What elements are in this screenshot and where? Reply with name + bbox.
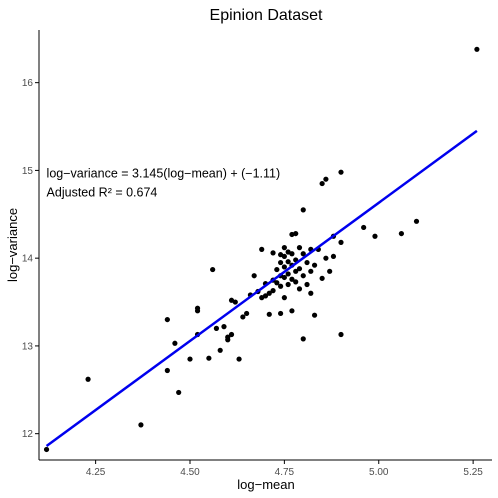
- data-point: [236, 356, 242, 362]
- data-point: [285, 259, 291, 265]
- x-tick-label: 5.25: [463, 467, 483, 478]
- data-point: [278, 259, 284, 266]
- data-point: [300, 251, 306, 257]
- data-point: [304, 259, 310, 266]
- data-point: [296, 286, 303, 292]
- regression-line: [45, 129, 478, 447]
- data-point: [300, 336, 306, 342]
- axes: 4.25 4.50 4.75 5.00 5.25 12 13 14 15 16: [22, 30, 492, 478]
- regression-equation-label: log−variance = 3.145(log−mean) + (−1.11): [47, 166, 281, 180]
- data-point: [266, 311, 272, 317]
- data-point: [398, 230, 404, 237]
- y-axis-label: log−variance: [5, 208, 20, 282]
- data-point: [413, 218, 420, 224]
- data-point: [293, 268, 299, 274]
- y-ticks: 12 13 14 15 16: [22, 78, 39, 440]
- data-point: [300, 207, 306, 213]
- data-point: [308, 268, 314, 274]
- data-point: [289, 251, 295, 257]
- data-point: [338, 239, 344, 245]
- data-point: [278, 310, 284, 317]
- data-point: [293, 230, 299, 237]
- y-tick-label: 12: [22, 429, 34, 440]
- data-point: [176, 389, 182, 396]
- data-point: [210, 266, 216, 273]
- data-point: [338, 169, 344, 175]
- data-point: [262, 293, 269, 299]
- data-point: [281, 253, 287, 260]
- data-point: [281, 274, 287, 281]
- data-point: [213, 325, 220, 331]
- data-point: [296, 245, 303, 251]
- x-tick-label: 5.00: [369, 467, 389, 478]
- data-point: [217, 347, 223, 353]
- data-point: [138, 422, 144, 428]
- data-point: [338, 331, 344, 338]
- data-point: [228, 331, 235, 338]
- data-point: [266, 290, 272, 296]
- data-point: [194, 308, 201, 314]
- data-point: [285, 271, 291, 277]
- data-point: [274, 280, 280, 286]
- data-point: [311, 312, 318, 318]
- data-point: [372, 233, 378, 239]
- data-point: [221, 324, 227, 330]
- data-point: [278, 283, 284, 289]
- y-tick-label: 16: [22, 78, 34, 89]
- data-point: [319, 180, 325, 187]
- data-point: [474, 46, 480, 52]
- chart-title: Epinion Dataset: [210, 7, 324, 24]
- data-point: [251, 273, 257, 279]
- data-point: [164, 367, 170, 374]
- data-point: [240, 314, 246, 320]
- data-point: [311, 262, 318, 268]
- data-point: [259, 246, 265, 252]
- x-tick-label: 4.75: [275, 467, 295, 478]
- data-point: [244, 310, 250, 317]
- data-point: [289, 276, 295, 282]
- data-point: [293, 279, 299, 285]
- adjusted-r2-label: Adjusted R² = 0.674: [47, 186, 158, 200]
- data-point: [285, 281, 291, 288]
- x-axis-label: log−mean: [237, 477, 294, 492]
- data-point: [225, 337, 231, 343]
- data-point: [330, 253, 337, 260]
- data-point: [304, 281, 310, 288]
- data-point: [300, 273, 306, 279]
- data-point: [327, 268, 333, 274]
- x-tick-label: 4.25: [86, 467, 106, 478]
- data-point: [319, 275, 325, 281]
- data-point: [323, 255, 329, 261]
- y-tick-label: 13: [22, 341, 34, 352]
- data-point: [281, 295, 287, 301]
- data-point: [270, 250, 276, 256]
- y-tick-label: 15: [22, 166, 34, 177]
- data-point: [164, 316, 170, 323]
- data-point: [206, 355, 212, 361]
- y-tick-label: 14: [22, 254, 34, 265]
- data-point: [308, 290, 314, 296]
- data-point: [289, 308, 295, 314]
- data-point: [85, 376, 91, 382]
- data-point: [281, 264, 287, 270]
- data-point: [43, 446, 50, 453]
- data-point: [361, 224, 367, 231]
- data-point: [274, 266, 280, 273]
- x-tick-label: 4.50: [180, 467, 200, 478]
- data-point: [172, 340, 178, 346]
- data-point: [187, 356, 193, 362]
- data-point: [232, 299, 238, 305]
- x-ticks: 4.25 4.50 4.75 5.00 5.25: [86, 460, 483, 478]
- data-point: [281, 245, 287, 251]
- data-point: [270, 288, 276, 294]
- data-point: [296, 266, 303, 272]
- data-point: [323, 176, 329, 182]
